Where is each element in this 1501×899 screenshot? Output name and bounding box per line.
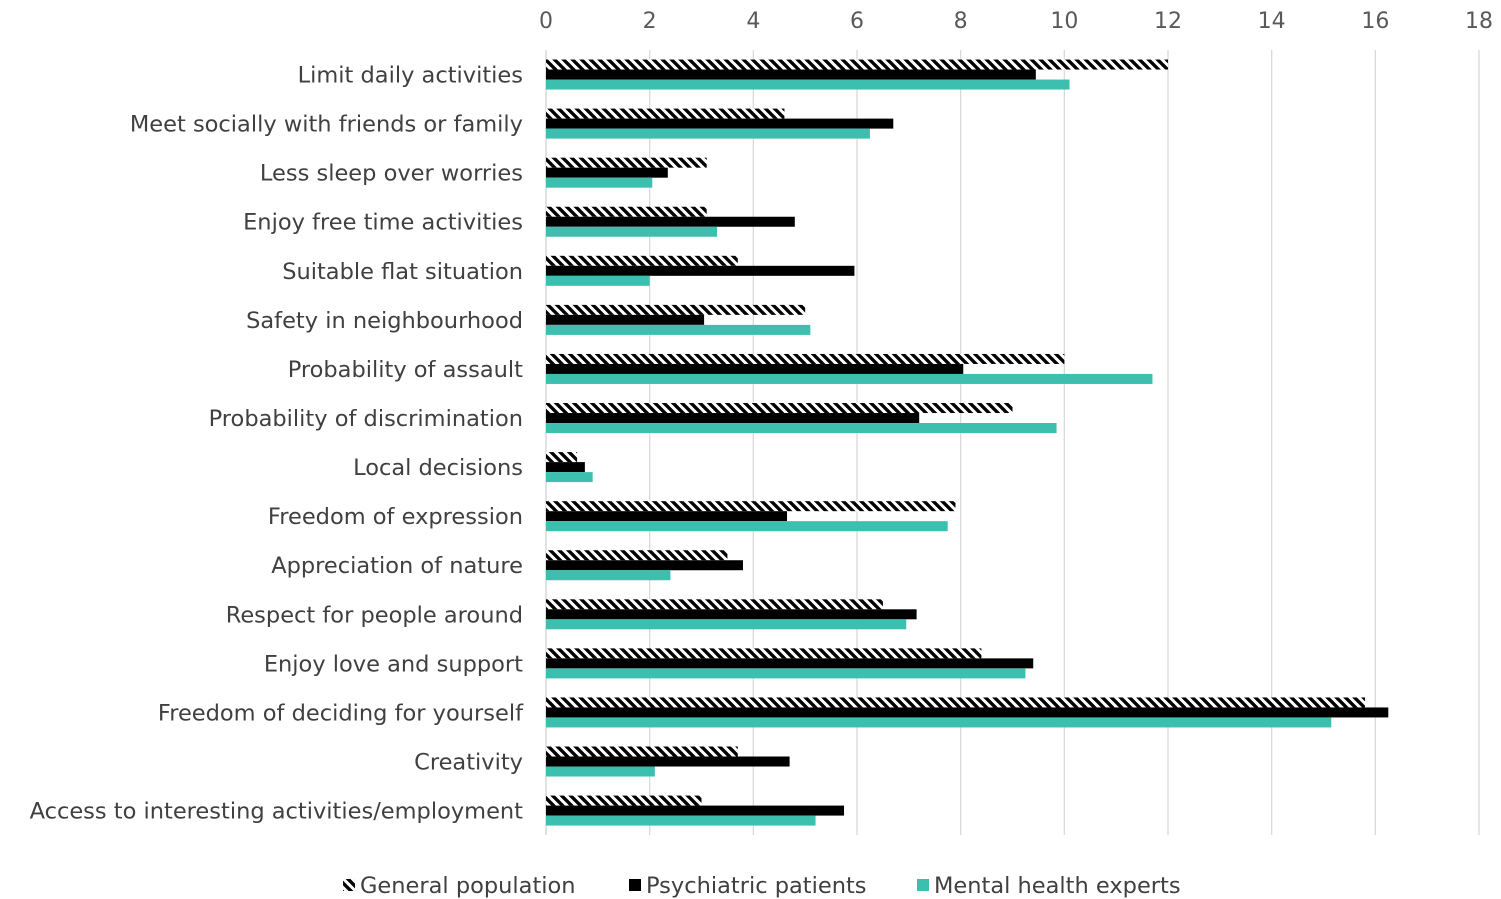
bar [546, 560, 743, 571]
bar [546, 550, 728, 561]
bar [546, 697, 1365, 708]
category-label: Freedom of expression [268, 504, 523, 530]
bar [546, 668, 1026, 679]
legend-label: Mental health experts [934, 873, 1181, 899]
x-tick-label: 2 [643, 9, 657, 34]
category-label: Freedom of deciding for yourself [158, 700, 524, 726]
legend-swatch [917, 879, 929, 891]
bar [546, 658, 1034, 669]
bar [546, 255, 738, 266]
category-label: Access to interesting activities/employm… [30, 799, 524, 825]
category-label: Meet socially with friends or family [130, 112, 523, 138]
bar [546, 403, 1013, 414]
x-tick-label: 18 [1465, 9, 1493, 34]
bar [546, 157, 707, 168]
x-tick-label: 0 [539, 9, 553, 34]
bar [546, 206, 707, 217]
bar [546, 314, 705, 325]
bar [546, 69, 1036, 80]
category-label: Safety in neighbourhood [246, 308, 523, 334]
x-axis-ticks: 0 2 4 6 8 10 12 14 16 18 [539, 9, 1493, 34]
category-label: Probability of discrimination [209, 406, 523, 432]
x-tick-label: 12 [1154, 9, 1182, 34]
bars [546, 59, 1389, 826]
bar [546, 167, 668, 178]
bar [546, 609, 917, 620]
category-labels: Limit daily activities Meet socially with… [30, 63, 524, 825]
legend-swatch [629, 879, 641, 891]
category-label: Limit daily activities [298, 63, 523, 89]
bar [546, 118, 894, 129]
bar [546, 108, 785, 119]
bar [546, 570, 671, 581]
bar [546, 324, 811, 335]
bar [546, 462, 585, 473]
bar [546, 177, 653, 188]
x-tick-label: 6 [850, 9, 864, 34]
category-label: Suitable flat situation [282, 259, 523, 285]
bar [546, 353, 1065, 364]
bar [546, 413, 920, 424]
x-tick-label: 16 [1361, 9, 1389, 34]
x-tick-label: 4 [746, 9, 760, 34]
category-label: Creativity [414, 750, 523, 776]
legend-label: General population [360, 873, 576, 899]
bar [546, 226, 718, 237]
bar [546, 423, 1057, 434]
bar [546, 648, 982, 659]
x-tick-label: 8 [954, 9, 968, 34]
bar [546, 746, 738, 757]
category-label: Local decisions [353, 455, 523, 481]
bar [546, 452, 578, 463]
bar [546, 128, 870, 139]
legend-swatch [343, 879, 355, 891]
bar [546, 521, 948, 532]
category-label: Appreciation of nature [271, 553, 523, 579]
bar [546, 815, 816, 826]
category-label: Enjoy love and support [264, 651, 523, 677]
bar [546, 265, 855, 276]
bar [546, 304, 806, 315]
bar [546, 756, 790, 767]
category-label: Enjoy free time activities [243, 210, 523, 236]
category-label: Respect for people around [226, 602, 523, 628]
bar [546, 805, 845, 816]
bar [546, 795, 702, 806]
bar [546, 717, 1332, 728]
category-label: Less sleep over worries [260, 161, 523, 187]
bar [546, 707, 1389, 718]
x-tick-label: 10 [1050, 9, 1078, 34]
bar [546, 216, 795, 227]
bar [546, 619, 907, 630]
bar [546, 363, 964, 374]
bar [546, 766, 655, 777]
bar [546, 511, 788, 522]
bar [546, 599, 883, 610]
bar [546, 275, 650, 286]
bar [546, 501, 956, 512]
category-label: Probability of assault [288, 357, 523, 383]
x-tick-label: 14 [1258, 9, 1286, 34]
bar [546, 59, 1168, 70]
bar [546, 472, 593, 483]
legend-label: Psychiatric patients [646, 873, 867, 899]
bar [546, 79, 1070, 90]
legend: General population Psychiatric patients Me… [343, 873, 1181, 899]
bar [546, 373, 1153, 384]
